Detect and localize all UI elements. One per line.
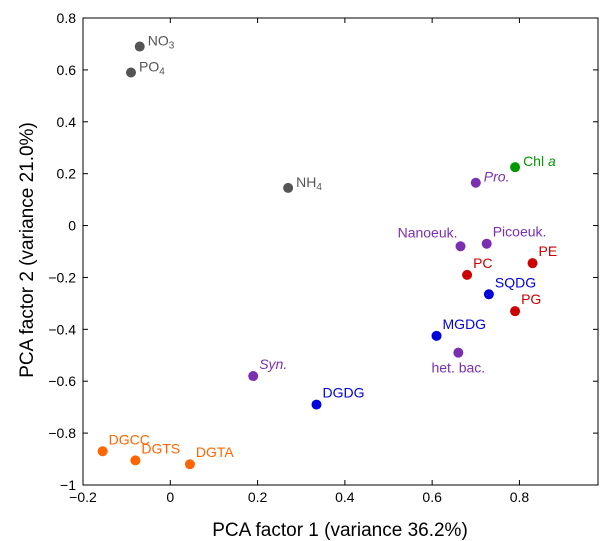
x-axis-title: PCA factor 1 (variance 36.2%) — [212, 520, 468, 541]
y-tick-label: −0.8 — [48, 425, 76, 441]
x-tick-label: 0 — [166, 489, 174, 505]
y-tick-label: 0.4 — [57, 114, 77, 130]
x-tick-label: −0.2 — [69, 489, 97, 505]
data-point — [130, 455, 141, 466]
data-point — [248, 371, 259, 382]
point-label: PG — [521, 291, 541, 307]
point-label: PO4 — [139, 58, 165, 77]
point-label: DGTA — [196, 444, 235, 460]
data-point — [470, 177, 481, 188]
point-label: Pro. — [484, 169, 510, 185]
point-label: NO3 — [148, 33, 175, 52]
y-tick-label: −0.6 — [48, 373, 76, 389]
point-label: DGDG — [322, 385, 364, 401]
axis-ticks: −0.2 0 0.2 0.4 0.6 0.8 −1 −0.8 −0.6 −0.4 −0.2 0 0.2 0… — [48, 10, 598, 505]
data-point — [510, 306, 521, 317]
data-point — [134, 41, 145, 52]
x-tick-label: 0.4 — [335, 489, 355, 505]
point-label: Syn. — [259, 356, 287, 372]
point-label: DGCC — [109, 431, 150, 447]
data-point — [283, 182, 294, 193]
y-tick-label: 0.2 — [57, 166, 77, 182]
point-label: Picoeuk. — [493, 224, 547, 240]
data-point — [483, 289, 494, 300]
point-label: het. bac. — [431, 360, 485, 376]
y-tick-label: −1 — [60, 477, 76, 493]
data-point — [527, 258, 538, 269]
point-label: Chl a — [523, 153, 556, 169]
point-label: NH4 — [296, 174, 322, 193]
point-label: PE — [539, 243, 558, 259]
y-tick-label: −0.4 — [48, 321, 76, 337]
data-point — [453, 347, 464, 358]
x-tick-label: 0.2 — [248, 489, 268, 505]
point-label: MGDG — [443, 316, 487, 332]
point-label: DGTS — [141, 440, 180, 456]
data-point — [97, 446, 108, 457]
data-point — [510, 162, 521, 173]
point-label: SQDG — [495, 274, 536, 290]
point-label: PC — [473, 255, 492, 271]
data-point — [481, 238, 492, 249]
data-points: NO3 PO4 NH4 Chl a Pro. Nanoeuk. Picoeuk. PE PCSQ… — [97, 33, 558, 470]
data-point — [126, 67, 137, 78]
y-tick-label: −0.2 — [48, 269, 76, 285]
y-tick-label: 0.6 — [57, 62, 77, 78]
x-tick-label: 0.6 — [422, 489, 442, 505]
x-tick-label: 0.8 — [510, 489, 530, 505]
y-axis-title: PCA factor 2 (variance 21.0%) — [17, 122, 38, 378]
y-tick-label: 0 — [68, 218, 76, 234]
point-label: Nanoeuk. — [398, 224, 458, 240]
data-point — [431, 330, 442, 341]
data-point — [311, 399, 322, 410]
plot-frame — [82, 17, 599, 486]
data-point — [462, 269, 473, 280]
data-point — [184, 459, 195, 470]
data-point — [455, 241, 466, 252]
y-tick-label: 0.8 — [57, 10, 77, 26]
